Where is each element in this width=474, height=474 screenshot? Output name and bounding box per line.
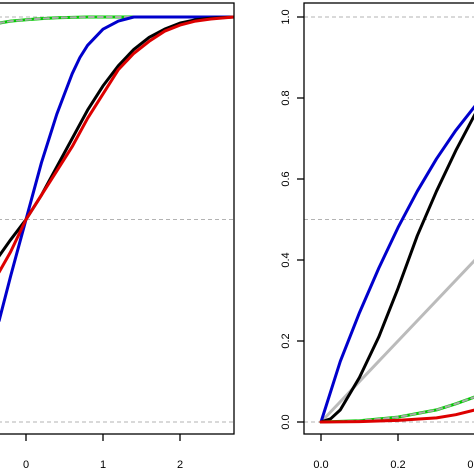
y-tick-label: 0.6 xyxy=(280,171,292,186)
y-tick-label: 1.0 xyxy=(280,9,292,24)
series-line-1 xyxy=(319,258,474,424)
series-line-6 xyxy=(319,408,474,424)
y-tick-label: 0.4 xyxy=(280,252,292,267)
x-tick-label: 0 xyxy=(23,459,29,471)
x-tick-label: 1 xyxy=(100,459,106,471)
plot-area xyxy=(0,15,234,423)
plot-area xyxy=(304,16,474,424)
series-line-2 xyxy=(0,16,234,24)
panel-2: 0.0 0.2 0.4 0.0 0.2 0.4 0.6 0.8 1.0 xyxy=(280,2,474,471)
y-tick-label: 0.8 xyxy=(280,90,292,105)
x-tick-label: 2 xyxy=(177,459,183,471)
series-line-5 xyxy=(0,15,234,274)
axes-box xyxy=(0,2,235,435)
series-line-3 xyxy=(319,113,474,424)
series-line-3 xyxy=(0,15,234,322)
x-tick-label: 0.0 xyxy=(313,459,328,471)
panel-1: 0 1 2 xyxy=(0,2,235,471)
series-line-2 xyxy=(319,104,474,424)
axes-box xyxy=(303,2,474,435)
x-tick-label: 0.2 xyxy=(390,459,405,471)
y-tick-label: 0.2 xyxy=(280,333,292,348)
x-tick-label: 0.4 xyxy=(467,459,474,471)
y-tick-label: 0.0 xyxy=(280,414,292,429)
